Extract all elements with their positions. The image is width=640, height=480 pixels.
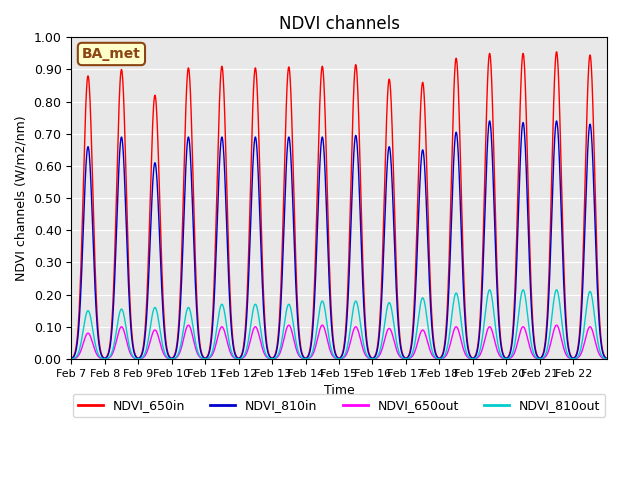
NDVI_650out bbox=[177, 347, 185, 352]
NDVI_810out bbox=[553, 287, 561, 293]
NDVI_810in bbox=[408, 344, 415, 349]
NDVI_810out bbox=[455, 299, 463, 304]
NDVI_810in bbox=[597, 339, 605, 345]
NDVI_650out bbox=[597, 354, 605, 360]
Line: NDVI_650out: NDVI_650out bbox=[71, 325, 607, 359]
NDVI_810out bbox=[521, 292, 529, 298]
NDVI_650in bbox=[408, 340, 415, 346]
NDVI_650in bbox=[67, 356, 75, 361]
Legend: NDVI_650in, NDVI_810in, NDVI_650out, NDVI_810out: NDVI_650in, NDVI_810in, NDVI_650out, NDV… bbox=[73, 394, 605, 417]
NDVI_810in bbox=[67, 356, 75, 361]
NDVI_810in bbox=[603, 356, 611, 362]
NDVI_650out bbox=[408, 354, 415, 360]
NDVI_650in bbox=[553, 49, 561, 55]
NDVI_810in bbox=[553, 118, 561, 124]
Line: NDVI_650in: NDVI_650in bbox=[71, 52, 607, 359]
NDVI_650out bbox=[489, 330, 497, 336]
NDVI_810in bbox=[521, 136, 529, 142]
NDVI_810out bbox=[408, 352, 415, 358]
NDVI_650in bbox=[489, 111, 497, 117]
NDVI_650in bbox=[521, 72, 529, 78]
X-axis label: Time: Time bbox=[324, 384, 355, 397]
Line: NDVI_810out: NDVI_810out bbox=[71, 290, 607, 359]
NDVI_810out bbox=[67, 356, 75, 362]
NDVI_650in bbox=[597, 335, 605, 340]
NDVI_650in bbox=[603, 356, 611, 362]
NDVI_810out bbox=[597, 351, 605, 357]
NDVI_650out bbox=[603, 356, 611, 362]
NDVI_810in bbox=[177, 293, 185, 299]
NDVI_810out bbox=[177, 341, 185, 347]
Y-axis label: NDVI channels (W/m2/nm): NDVI channels (W/m2/nm) bbox=[15, 115, 28, 281]
NDVI_650out bbox=[553, 322, 561, 328]
Title: NDVI channels: NDVI channels bbox=[278, 15, 399, 33]
NDVI_810out bbox=[603, 356, 611, 362]
Text: BA_met: BA_met bbox=[82, 47, 141, 61]
NDVI_810in bbox=[489, 165, 497, 171]
NDVI_810out bbox=[489, 300, 497, 306]
NDVI_650in bbox=[455, 94, 463, 99]
NDVI_810in bbox=[455, 158, 463, 164]
NDVI_650out bbox=[455, 328, 463, 334]
NDVI_650out bbox=[521, 326, 529, 332]
Line: NDVI_810in: NDVI_810in bbox=[71, 121, 607, 359]
NDVI_650in bbox=[177, 273, 185, 279]
NDVI_650out bbox=[67, 356, 75, 362]
